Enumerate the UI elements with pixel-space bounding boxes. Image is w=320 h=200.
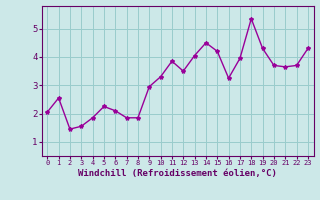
X-axis label: Windchill (Refroidissement éolien,°C): Windchill (Refroidissement éolien,°C): [78, 169, 277, 178]
